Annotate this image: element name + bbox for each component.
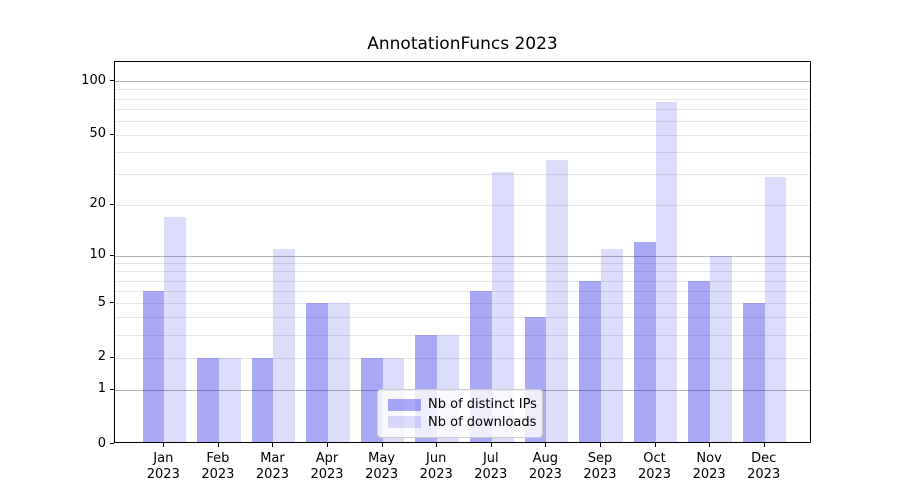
x-tick-label: Jul 2023: [474, 451, 508, 482]
chart-title: AnnotationFuncs 2023: [367, 34, 558, 54]
x-tick-label: Mar 2023: [255, 451, 289, 482]
bar-downloads: [164, 216, 187, 442]
y-tick: [110, 203, 114, 205]
gridline-minor: [115, 89, 810, 91]
y-tick-label: 100: [81, 72, 106, 88]
x-tick-label: Nov 2023: [692, 451, 726, 482]
y-tick-label: 10: [89, 247, 106, 263]
bar-distinct-ips: [633, 242, 656, 442]
bar-distinct-ips: [688, 280, 711, 442]
legend-row-downloads: Nb of downloads: [388, 414, 537, 431]
y-tick: [110, 80, 114, 82]
gridline-minor: [115, 152, 810, 154]
x-tick-label: Jun 2023: [419, 451, 453, 482]
x-tick: [490, 443, 492, 447]
legend-row-distinct-ips: Nb of distinct IPs: [388, 396, 537, 413]
bar-distinct-ips: [579, 280, 601, 442]
bar-downloads: [600, 248, 623, 442]
x-tick: [163, 443, 165, 447]
gridline-minor: [115, 174, 810, 176]
gridline-minor: [115, 108, 810, 110]
legend: Nb of distinct IPs Nb of downloads: [377, 389, 543, 438]
y-tick-label: 5: [97, 294, 106, 310]
gridline-minor: [115, 280, 810, 282]
x-tick-label: Aug 2023: [528, 451, 562, 482]
bar-downloads: [655, 101, 678, 442]
bar-downloads: [328, 303, 350, 442]
gridline-minor: [115, 335, 810, 337]
gridline-major: [115, 255, 810, 257]
bar-distinct-ips: [142, 291, 165, 442]
x-tick-label: Sep 2023: [583, 451, 617, 482]
x-tick-label: May 2023: [365, 451, 399, 482]
gridline-minor: [115, 204, 810, 206]
bar-downloads: [764, 176, 787, 442]
y-tick: [110, 133, 114, 135]
bar-downloads: [273, 248, 296, 442]
x-tick: [709, 443, 711, 447]
x-tick: [599, 443, 601, 447]
bar-downloads: [546, 160, 569, 442]
y-tick: [110, 388, 114, 390]
plot-area: [114, 61, 811, 443]
x-tick: [217, 443, 219, 447]
y-tick: [110, 443, 114, 444]
gridline-minor: [115, 263, 810, 264]
gridline-major: [115, 81, 810, 83]
y-tick: [110, 356, 114, 358]
legend-label-distinct-ips: Nb of distinct IPs: [428, 397, 537, 413]
x-tick: [436, 443, 438, 447]
y-tick-label: 1: [97, 381, 106, 397]
legend-swatch-distinct-ips: [388, 398, 421, 411]
x-tick-label: Jan 2023: [146, 451, 180, 482]
x-tick: [327, 443, 329, 447]
x-tick: [763, 443, 765, 447]
x-tick-label: Oct 2023: [637, 451, 672, 482]
x-tick-label: Feb 2023: [201, 451, 235, 482]
gridline-minor: [115, 120, 810, 122]
bar-downloads: [491, 171, 514, 442]
bar-distinct-ips: [251, 357, 274, 442]
gridline-minor: [115, 134, 810, 136]
gridline-minor: [115, 303, 810, 305]
x-tick: [272, 443, 274, 447]
x-tick: [654, 443, 656, 447]
bar-distinct-ips: [306, 303, 329, 442]
y-tick: [110, 254, 114, 256]
bar-distinct-ips: [742, 303, 765, 442]
legend-swatch-downloads: [388, 416, 421, 429]
gridline-minor: [115, 271, 810, 273]
bar-distinct-ips: [197, 357, 219, 442]
y-tick-label: 20: [89, 196, 106, 212]
bar-downloads: [218, 357, 241, 442]
x-tick-label: Dec 2023: [747, 451, 781, 482]
gridline-minor: [115, 357, 810, 359]
bar-downloads: [710, 255, 732, 442]
gridline-minor: [115, 98, 810, 100]
gridline-minor: [115, 291, 810, 293]
x-tick-label: Apr 2023: [310, 451, 344, 482]
gridline-minor: [115, 317, 810, 319]
y-tick: [110, 302, 114, 304]
y-tick-label: 0: [97, 435, 106, 451]
y-tick-label: 2: [97, 349, 106, 365]
x-tick: [545, 443, 547, 447]
y-tick-label: 50: [89, 126, 106, 142]
x-tick: [381, 443, 383, 447]
legend-label-downloads: Nb of downloads: [428, 414, 537, 430]
